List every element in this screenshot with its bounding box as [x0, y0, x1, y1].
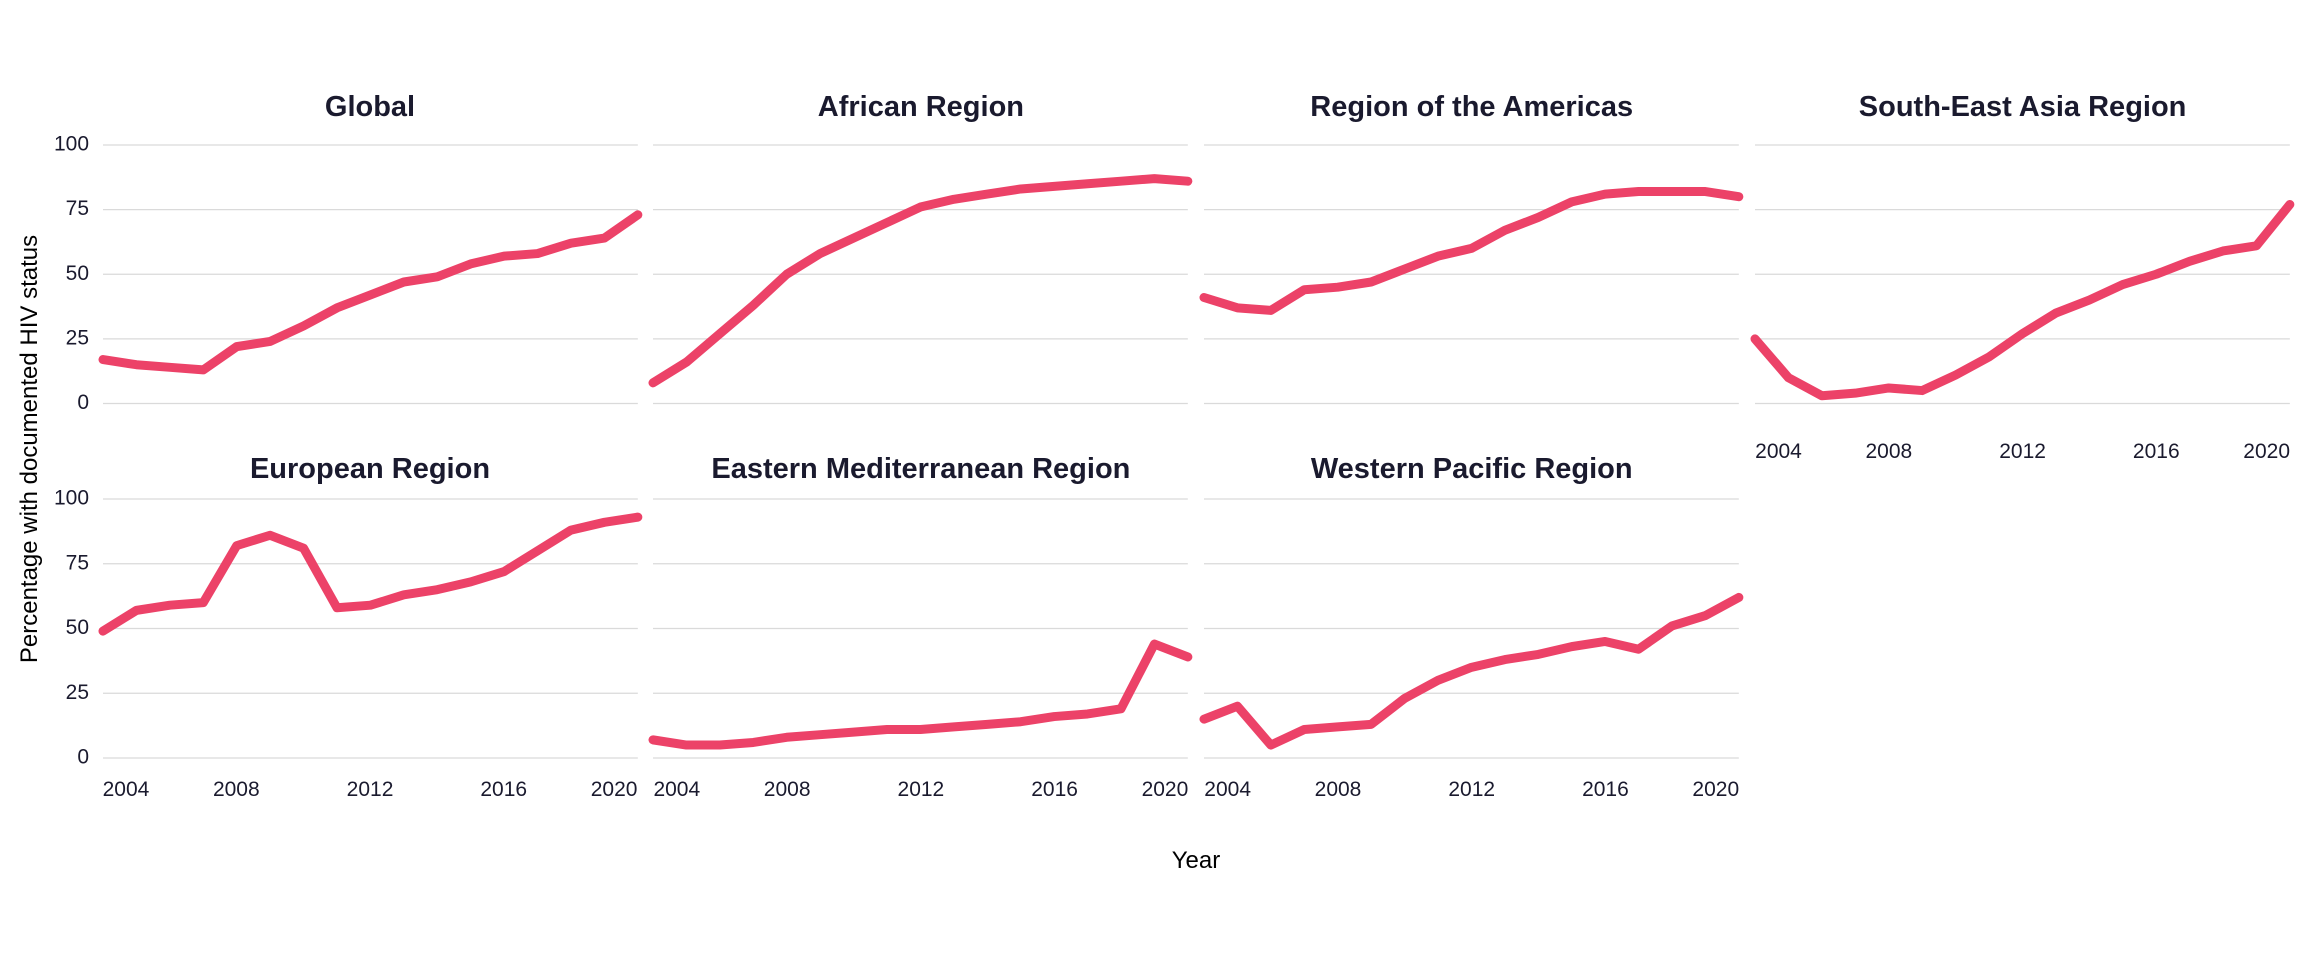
svg-text:25: 25 — [65, 681, 88, 704]
svg-text:100: 100 — [54, 487, 89, 510]
svg-text:100: 100 — [54, 133, 89, 156]
svg-text:0: 0 — [77, 391, 89, 414]
svg-text:75: 75 — [65, 197, 88, 220]
svg-text:50: 50 — [65, 616, 88, 639]
svg-text:75: 75 — [65, 551, 88, 574]
svg-text:0: 0 — [77, 746, 89, 769]
svg-text:25: 25 — [65, 326, 88, 349]
svg-text:50: 50 — [65, 262, 88, 285]
